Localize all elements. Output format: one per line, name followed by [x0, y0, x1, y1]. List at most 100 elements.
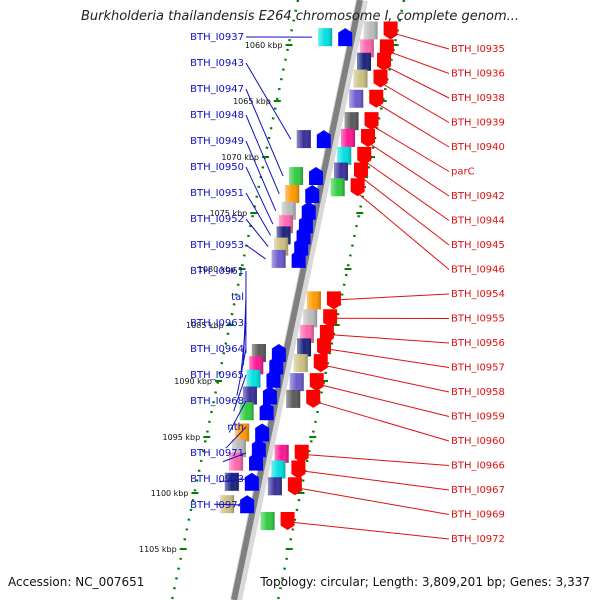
- label-leader-line: [218, 478, 247, 483]
- gene-block-shade: [333, 162, 348, 181]
- gene-block-shade: [274, 444, 289, 463]
- forward-gene-label: BTH_I0964: [190, 344, 244, 355]
- label-leader-line: [294, 453, 450, 466]
- label-leader-line: [373, 78, 450, 123]
- forward-arrow: [305, 184, 320, 203]
- reverse-arrow: [383, 21, 398, 40]
- gene-block-shade: [271, 249, 286, 268]
- label-leader-line: [316, 346, 450, 368]
- reverse-gene-label: BTH_I0966: [451, 461, 505, 472]
- reverse-arrow: [364, 112, 379, 131]
- reverse-gene-label: BTH_I0945: [451, 240, 505, 251]
- tick-label: 1085 kbp: [186, 321, 224, 330]
- forward-gene-label: BTH_I0943: [190, 58, 244, 69]
- label-leader-line: [376, 61, 450, 99]
- reverse-arrow: [309, 373, 324, 392]
- gene-block-shade: [286, 389, 301, 408]
- label-leader-line: [245, 62, 292, 140]
- label-leader-line: [245, 114, 280, 195]
- label-leader-line: [364, 120, 450, 172]
- tick-label: 1090 kbp: [174, 377, 212, 386]
- reverse-gene-label: BTH_I0940: [451, 142, 505, 153]
- reverse-gene-label: BTH_I0959: [451, 412, 505, 423]
- forward-gene-label: BTH_I0971: [190, 448, 244, 459]
- label-leader-line: [245, 192, 271, 236]
- forward-gene-label: BTH_I0948: [190, 110, 244, 121]
- reverse-arrow: [291, 460, 306, 479]
- forward-arrow: [251, 439, 266, 458]
- reverse-arrow: [287, 477, 302, 496]
- label-leader-line: [222, 452, 247, 463]
- forward-arrow: [301, 201, 316, 220]
- reverse-gene-label: BTH_I0939: [451, 118, 505, 129]
- gene-block-shade: [296, 130, 311, 149]
- reverse-gene-label: BTH_I0935: [451, 44, 505, 55]
- tick-label: 1075 kbp: [210, 209, 248, 218]
- forward-gene-label: BTH_I0952: [190, 214, 244, 225]
- tick-label: 1080 kbp: [198, 265, 236, 274]
- label-leader-line: [356, 155, 450, 221]
- reverse-gene-label: BTH_I0936: [451, 69, 505, 80]
- tick-label: 1105 kbp: [139, 545, 177, 554]
- label-leader-line: [326, 293, 450, 301]
- gene-block-shade: [271, 460, 286, 479]
- label-leader-line: [369, 98, 450, 148]
- forward-arrow: [269, 356, 284, 375]
- forward-gene-label: BTH_I0937: [190, 32, 244, 43]
- tick-label: 1065 kbp: [233, 97, 271, 106]
- reverse-arrow: [313, 354, 328, 373]
- forward-arrow: [259, 402, 274, 421]
- label-leader-line: [245, 218, 269, 247]
- reverse-gene-label: BTH_I0946: [451, 265, 505, 276]
- label-leader-line: [287, 485, 450, 515]
- reverse-gene-label: BTH_I0938: [451, 93, 505, 104]
- label-leader-line: [214, 503, 247, 506]
- label-leader-line: [242, 296, 247, 366]
- label-leader-line: [245, 166, 274, 225]
- reverse-arrow: [373, 69, 388, 88]
- reverse-gene-label: BTH_I0972: [451, 534, 505, 545]
- reverse-gene-label: BTH_I0954: [451, 289, 505, 300]
- gene-block-shade: [353, 69, 368, 88]
- forward-gene-label: nth: [227, 422, 244, 433]
- forward-arrow: [244, 472, 259, 491]
- gene-block-shade: [344, 112, 359, 131]
- forward-arrow: [266, 369, 281, 388]
- label-leader-line: [350, 186, 450, 270]
- genome-title: Burkholderia thailandensis E264 chromoso…: [80, 9, 520, 24]
- forward-gene-label: BTH_I0974: [190, 500, 244, 511]
- reverse-arrow: [369, 89, 384, 108]
- forward-gene-label: tal: [231, 292, 244, 303]
- gene-block-shade: [289, 167, 304, 186]
- label-leader-line: [245, 244, 266, 260]
- forward-arrow: [240, 495, 255, 514]
- forward-gene-label: BTH_I0973: [190, 474, 244, 485]
- reverse-gene-label: BTH_I0944: [451, 216, 505, 227]
- reverse-arrow: [317, 338, 332, 357]
- forward-arrow: [309, 167, 324, 186]
- label-leader-line: [313, 362, 450, 393]
- gene-block-shade: [260, 512, 275, 530]
- label-leader-line: [379, 47, 450, 74]
- forward-gene-label: BTH_I0950: [190, 162, 244, 173]
- forward-arrow: [249, 452, 264, 471]
- dna-backbone: [231, 0, 363, 600]
- label-leader-line: [239, 322, 247, 379]
- gene-block-shade: [306, 291, 321, 310]
- gene-block-shade: [357, 52, 372, 71]
- gene-block-shade: [224, 472, 239, 491]
- gene-block-shade: [330, 178, 345, 197]
- reverse-gene-label: BTH_I0957: [451, 363, 505, 374]
- genome-summary: Topology: circular; Length: 3,809,201 bp…: [260, 575, 590, 589]
- accession-text: Accession: NC_007651: [8, 575, 145, 589]
- label-leader-line: [291, 468, 450, 491]
- reverse-arrow: [353, 162, 368, 181]
- label-leader-line: [228, 400, 247, 433]
- gene-block-shade: [297, 338, 312, 357]
- reverse-arrow: [294, 444, 309, 463]
- reverse-gene-label: BTH_I0958: [451, 387, 505, 398]
- label-leader-line: [360, 137, 450, 197]
- gene-block-shade: [229, 452, 244, 471]
- gene-block-shade: [246, 369, 261, 388]
